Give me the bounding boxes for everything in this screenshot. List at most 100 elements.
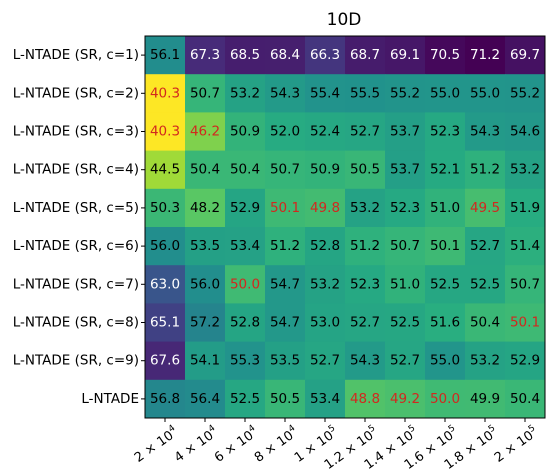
heatmap-cell-r6-c1 [145,227,186,266]
heatmap-cell-r7-c1 [145,265,186,304]
heatmap-cell-r7-c8 [425,265,466,304]
cell-value-r8-c10: 50.1 [510,315,540,331]
cell-value-r1-c10: 69.7 [510,47,540,63]
heatmap-cell-r8-c1 [145,303,186,343]
heatmap-cell-r9-c7 [385,341,426,381]
cell-value-r7-c9: 52.5 [470,276,500,292]
heatmap-cell-r9-c9 [465,341,506,381]
heatmap-cell-r7-c6 [345,265,386,304]
heatmap-cell-r9-c4 [265,341,306,381]
cell-value-labels: 56.1 67.3 68.5 68.4 66.3 68.7 69.1 70.5 71.2 69.7… [150,47,540,407]
cell-value-r9-c8: 55.0 [430,353,460,369]
row-label-3: L-NTADE (SR, c=3) [13,124,139,140]
cell-value-r2-c9: 55.0 [470,85,500,101]
heatmap-cell-r5-c7 [385,188,426,228]
row-label-2: L-NTADE (SR, c=2) [13,85,139,101]
cell-value-r2-c2: 50.7 [190,85,220,101]
heatmap-cell-r3-c10 [505,112,546,152]
cell-value-r3-c8: 52.3 [430,124,460,140]
row-label-8: L-NTADE (SR, c=8) [13,315,139,331]
heatmap-cell-r8-c2 [185,303,226,343]
cell-value-r6-c8: 50.1 [430,238,460,254]
heatmap-cell-r7-c4 [265,265,306,304]
cell-value-r5-c2: 48.2 [190,200,220,216]
cell-value-r7-c4: 54.7 [270,276,300,292]
cell-value-r3-c3: 50.9 [230,124,260,140]
heatmap-cell-r6-c5 [305,227,346,266]
cell-value-r5-c3: 52.9 [230,200,260,216]
heatmap-cell-r1-c5 [305,36,346,75]
cell-value-r10-c5: 53.4 [310,391,340,407]
row-label-6: L-NTADE (SR, c=6) [13,238,139,254]
heatmap-cell-r3-c2 [185,112,226,152]
heatmap-cell-r10-c9 [465,379,506,419]
cell-value-r3-c1: 40.3 [150,124,180,140]
heatmap-cell-r2-c5 [305,74,346,113]
cell-value-r1-c5: 66.3 [310,47,340,63]
cell-value-r8-c4: 54.7 [270,315,300,331]
heatmap-cell-r1-c3 [225,36,266,75]
heatmap-cell-r1-c4 [265,36,306,75]
cell-value-r3-c9: 54.3 [470,124,500,140]
cell-value-r3-c6: 52.7 [350,124,380,140]
column-label-1: 2 × 104 [131,423,182,466]
cell-value-r2-c3: 53.2 [230,85,260,101]
cell-value-r8-c5: 53.0 [310,315,340,331]
heatmap-cell-r1-c8 [425,36,466,75]
cell-value-r5-c1: 50.3 [150,200,180,216]
heatmap-cell-r3-c5 [305,112,346,152]
heatmap-cell-r9-c1 [145,341,186,381]
cell-value-r2-c10: 55.2 [510,85,540,101]
row-label-10: L-NTADE [81,391,139,407]
heatmap-cell-r6-c7 [385,227,426,266]
heatmap-cell-r8-c10 [505,303,546,343]
heatmap-cell-r5-c6 [345,188,386,228]
heatmap-cell-r5-c1 [145,188,186,228]
cell-value-r5-c9: 49.5 [470,200,500,216]
heatmap-cell-r10-c8 [425,379,466,419]
cell-value-r5-c8: 51.0 [430,200,460,216]
heatmap-cell-r6-c10 [505,227,546,266]
heatmap-cell-r8-c6 [345,303,386,343]
heatmap-cell-r5-c9 [465,188,506,228]
heatmap-cell-r2-c6 [345,74,386,113]
cell-value-r8-c9: 50.4 [470,315,500,331]
heatmap-cell-r4-c6 [345,150,386,190]
heatmap-cell-r6-c6 [345,227,386,266]
cell-value-r10-c10: 50.4 [510,391,540,407]
cell-value-r3-c5: 52.4 [310,124,340,140]
row-label-1: L-NTADE (SR, c=1) [13,47,139,63]
cell-value-r7-c1: 63.0 [150,276,180,292]
heatmap-cell-r7-c10 [505,265,546,304]
heatmap-cell-r2-c4 [265,74,306,113]
heatmap-cell-r5-c2 [185,188,226,228]
heatmap-cell-r2-c2 [185,74,226,113]
heatmap-cell-r8-c7 [385,303,426,343]
cell-value-r7-c8: 52.5 [430,276,460,292]
cell-value-r6-c4: 51.2 [270,238,300,254]
cell-value-r4-c2: 50.4 [190,162,220,178]
chart-title: 10D [327,10,362,30]
heatmap-cell-r10-c3 [225,379,266,419]
heatmap-cell-r9-c2 [185,341,226,381]
cell-value-r3-c7: 53.7 [390,124,420,140]
cell-value-r10-c6: 48.8 [350,391,380,407]
heatmap-cell-r10-c6 [345,379,386,419]
cell-value-r6-c6: 51.2 [350,238,380,254]
heatmap-cell-r1-c2 [185,36,226,75]
cell-value-r5-c5: 49.8 [310,200,340,216]
cell-value-r9-c4: 53.5 [270,353,300,369]
column-label-10: 2 × 105 [491,423,541,465]
heatmap-cell-r1-c9 [465,36,506,75]
heatmap-cell-r5-c8 [425,188,466,228]
heatmap-cell-r10-c1 [145,379,186,419]
cell-value-r8-c7: 52.5 [390,315,420,331]
heatmap-cell-r8-c5 [305,303,346,343]
plot-frame [144,35,546,419]
cell-value-r9-c3: 55.3 [230,353,260,369]
cell-value-r8-c2: 57.2 [190,315,220,331]
heatmap-cell-r10-c10 [505,379,546,419]
cell-value-r4-c8: 52.1 [430,162,460,178]
heatmap-cell-r4-c5 [305,150,346,190]
column-label-4: 8 × 104 [251,423,302,466]
